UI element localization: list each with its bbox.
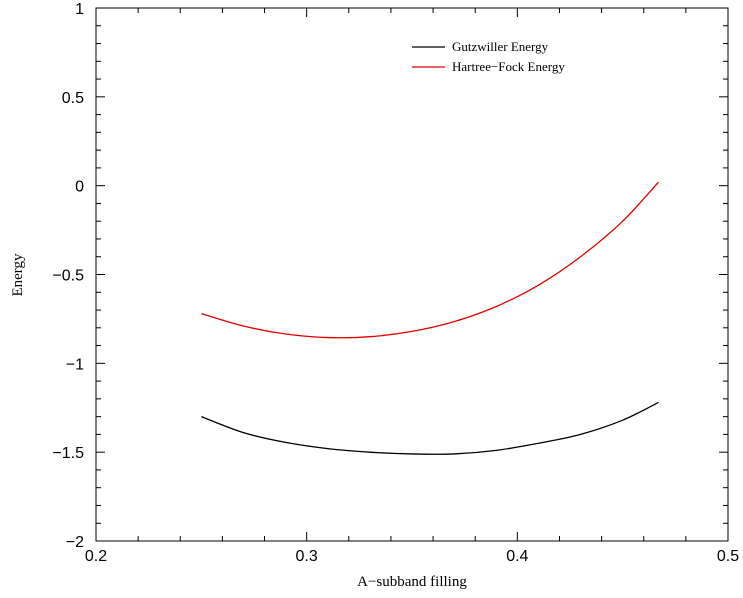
y-tick-label: −1 <box>66 356 84 373</box>
plot-frame <box>95 7 729 542</box>
legend-label-hartree-fock: Hartree−Fock Energy <box>452 59 565 74</box>
y-tick-label: 1 <box>75 1 84 18</box>
x-axis-title: A−subband filling <box>357 574 467 590</box>
legend: Gutzwiller Energy Hartree−Fock Energy <box>412 39 565 74</box>
axis-ticks <box>95 7 729 542</box>
y-tick-label: 0 <box>75 179 84 196</box>
y-tick-label: −1.5 <box>52 445 84 462</box>
x-tick-label: 0.3 <box>296 548 318 565</box>
x-tick-labels: 0.2 0.3 0.4 0.5 <box>85 548 739 565</box>
x-tick-label: 0.2 <box>85 548 107 565</box>
series-line-hartree-fock <box>201 181 659 339</box>
x-tick-label: 0.5 <box>717 548 739 565</box>
x-tick-label: 0.4 <box>506 548 528 565</box>
y-tick-label: −2 <box>66 534 84 551</box>
legend-label-gutzwiller: Gutzwiller Energy <box>452 39 549 54</box>
y-tick-labels: 1 0.5 0 −0.5 −1 −1.5 −2 <box>52 1 84 551</box>
series-line-gutzwiller <box>201 401 659 455</box>
y-tick-label: 0.5 <box>62 90 84 107</box>
y-axis-title: Energy <box>10 253 26 297</box>
series-group <box>201 181 659 455</box>
y-tick-label: −0.5 <box>52 268 84 285</box>
